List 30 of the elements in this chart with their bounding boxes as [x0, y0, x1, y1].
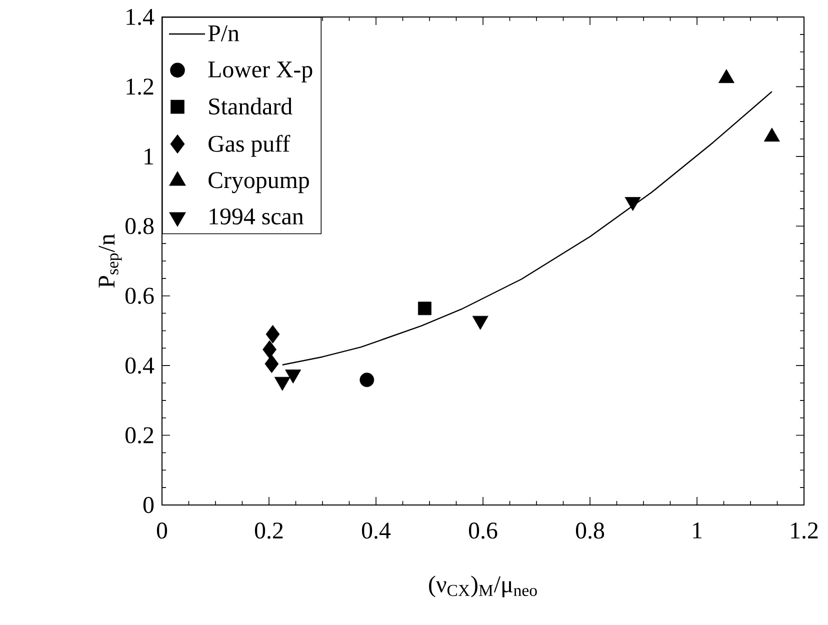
x-tick-label: 0.4	[362, 522, 391, 539]
legend-label: P/n	[208, 25, 240, 42]
x-tick-label: 0	[156, 522, 168, 539]
x-tick-label: 0.6	[468, 522, 498, 539]
point	[266, 325, 280, 344]
y-tick-label: 0.8	[125, 218, 154, 234]
y-tick-label: 0.2	[125, 427, 154, 444]
point	[262, 340, 276, 359]
y-axis-title: P$_{sep}$/n	[98, 234, 122, 288]
legend-label: Standard	[209, 98, 292, 115]
x-tick-label: 1	[693, 522, 702, 538]
point	[764, 128, 780, 142]
y-tick-label: 1.4	[126, 8, 154, 26]
point	[264, 354, 279, 374]
x-tick-label: 0.8	[576, 522, 604, 539]
point	[418, 302, 432, 316]
legend-label: 1994 scan	[210, 208, 304, 225]
x-axis-title: (ν$_{CX}$)$_{M}$/μ$_{neo}$	[429, 576, 537, 598]
legend-label: Gas puff	[208, 134, 290, 157]
point	[718, 69, 734, 84]
x-tick-label: 1.2	[791, 522, 818, 539]
y-tick-label: 0.6	[125, 288, 154, 304]
legend-label: Cryopump	[208, 172, 309, 194]
x-tick-label: 0.2	[254, 522, 283, 539]
y-tick-label: 0	[143, 496, 154, 514]
y-tick-label: 1.2	[126, 78, 154, 95]
y-tick-label: 1	[144, 148, 154, 164]
legend-label: Lower X-p	[208, 62, 312, 82]
point	[360, 372, 374, 388]
y-tick-label: 0.4	[125, 357, 154, 374]
